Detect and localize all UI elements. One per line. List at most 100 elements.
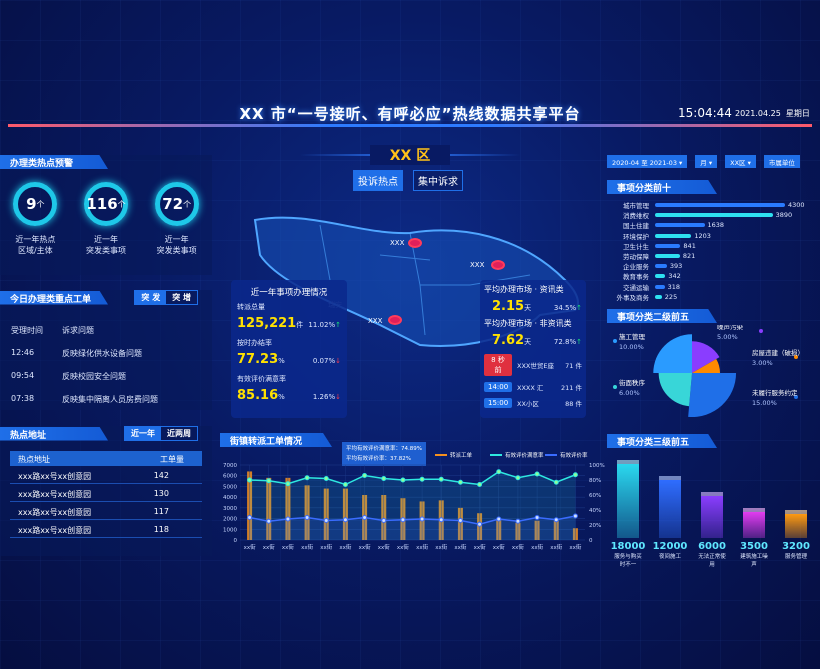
level2-panel: 事项分类二级前五 bbox=[607, 309, 817, 323]
hotspots-panel: 热点地址 近一年 近两周 热点地址 工单量 xxx路xx号xx创意园 142 xxx路x… bbox=[0, 426, 212, 556]
avg-label: 平均办理市场 · 非资讯类 bbox=[484, 319, 572, 328]
tab-complaint-hotspot[interactable]: 投诉热点 bbox=[353, 170, 403, 191]
rose-pct: 3.00% bbox=[752, 359, 773, 367]
summary-title: 近一年事项办理情况 bbox=[250, 288, 328, 298]
avg-label: 平均办理市场 · 资讯类 bbox=[484, 285, 564, 294]
avg-change: 34.5% bbox=[553, 304, 577, 312]
filter-value: 2020-04 至 2021-03 bbox=[612, 159, 677, 167]
series-area bbox=[249, 471, 576, 540]
arrow-up-icon: ↑ bbox=[576, 304, 582, 312]
progress-ring: 116 个 bbox=[83, 182, 128, 226]
summary-label: 转派总量 bbox=[237, 303, 265, 311]
level3-label: 无法正常使用 bbox=[698, 554, 726, 568]
x-tick: xx街 bbox=[397, 543, 410, 551]
orders-panel: 今日办理类重点工单 突 发突 增 受理时间 诉求问题 12:46 反映绿化供水设备问… bbox=[0, 290, 212, 410]
order-row[interactable]: 07:38 反映集中隔离人员房费问题 bbox=[11, 394, 212, 405]
toggle-two-weeks[interactable]: 近两周 bbox=[167, 429, 191, 438]
order-time: 09:54 bbox=[11, 371, 35, 380]
top10-row: 卫生计生 841 bbox=[607, 241, 817, 251]
hotspot-row[interactable]: xxx路xx号xx创意园 130 bbox=[10, 484, 202, 502]
order-row[interactable]: 12:46 反映绿化供水设备问题 bbox=[11, 348, 212, 359]
hotspot-row[interactable]: xxx路xx号xx创意园 142 bbox=[10, 466, 202, 484]
feed-count: 71 件 bbox=[565, 362, 582, 370]
x-tick: xx街 bbox=[474, 543, 487, 551]
alert-item: 9 个近一年热点 区域/主体 bbox=[0, 182, 70, 256]
top10-row: 教育事务 342 bbox=[607, 271, 817, 281]
arrow-up-icon: ↑ bbox=[576, 338, 582, 346]
top10-bar bbox=[655, 223, 705, 228]
alert-label-line: 近一年 bbox=[93, 235, 118, 244]
data-point bbox=[419, 476, 425, 482]
feed-item[interactable]: 8 秒前 XXX世贸E座 71 件 bbox=[484, 354, 582, 376]
top10-bar bbox=[655, 254, 680, 259]
toggle-sudden[interactable]: 突 发 bbox=[135, 291, 167, 304]
series-area bbox=[249, 516, 576, 540]
data-point bbox=[304, 475, 310, 481]
hotspot-address: xxx路xx号xx创意园 bbox=[18, 490, 92, 499]
map-marker[interactable]: XXX bbox=[368, 315, 402, 325]
tab-concentrated-demand[interactable]: 集中诉求 bbox=[413, 170, 463, 191]
top10-row: 企业服务 393 bbox=[607, 261, 817, 271]
filter-dropdown[interactable]: XX区 ▾ bbox=[725, 155, 756, 168]
toggle-surge[interactable]: 突 增 bbox=[172, 293, 191, 302]
alert-value: 72 bbox=[162, 195, 184, 213]
toggle-year[interactable]: 近一年 bbox=[125, 427, 161, 440]
avg-value: 2.15 bbox=[492, 299, 525, 314]
x-tick: xx街 bbox=[378, 543, 391, 551]
top10-bar bbox=[655, 284, 665, 289]
alert-unit: 个 bbox=[183, 199, 192, 209]
map-marker[interactable]: XXX bbox=[470, 260, 505, 270]
data-point bbox=[438, 476, 444, 482]
alert-value: 116 bbox=[86, 195, 118, 213]
header-line bbox=[8, 124, 812, 127]
top10-label: 交通运输 bbox=[623, 283, 649, 292]
hotspots-table-header: 热点地址 工单量 bbox=[10, 451, 202, 466]
data-point bbox=[515, 518, 521, 524]
top10-value: 821 bbox=[682, 252, 696, 261]
marker-label: XXX bbox=[390, 239, 405, 247]
hotspot-row[interactable]: xxx路xx号xx创意园 118 bbox=[10, 520, 202, 538]
y-left-tick: 1000 bbox=[223, 527, 237, 533]
map-marker[interactable]: XXX bbox=[390, 238, 422, 248]
rose-label: 噪声污染 bbox=[717, 325, 744, 331]
top10-label: 消费维权 bbox=[623, 212, 649, 221]
top10-bar bbox=[655, 233, 692, 238]
order-row[interactable]: 09:54 反映校园安全问题 bbox=[11, 371, 212, 382]
marker-label: XXX bbox=[368, 317, 383, 325]
hotspot-row[interactable]: xxx路xx号xx创意园 117 bbox=[10, 502, 202, 520]
alert-unit: 个 bbox=[36, 199, 45, 209]
level3-bar bbox=[743, 508, 765, 538]
data-point bbox=[304, 515, 310, 520]
feed-item[interactable]: 15:00 XX小区 88 件 bbox=[484, 398, 582, 408]
hotspot-address: xxx路xx号xx创意园 bbox=[18, 472, 92, 481]
filter-dropdown[interactable]: 2020-04 至 2021-03 ▾ bbox=[607, 155, 688, 168]
legend-label: 有效评价满意率 bbox=[505, 451, 544, 459]
data-point bbox=[400, 477, 406, 483]
feed-time: 14:00 bbox=[484, 382, 512, 392]
data-point bbox=[438, 517, 444, 523]
avg-item: 平均办理市场 · 非资讯类 7.62天 72.8%↑ bbox=[484, 318, 582, 348]
rose-label: 未履行服务约定 bbox=[752, 388, 798, 397]
district-name: XX 区 bbox=[370, 145, 450, 165]
data-point bbox=[496, 469, 502, 475]
clock: 15:04:44 bbox=[678, 106, 732, 120]
avg-item: 平均办理市场 · 资讯类 2.15天 34.5%↑ bbox=[484, 284, 582, 314]
top10-bar bbox=[655, 294, 662, 299]
data-point bbox=[247, 477, 253, 483]
y-right-tick: 60% bbox=[589, 493, 601, 499]
caret-down-icon: ▾ bbox=[708, 159, 713, 167]
tooltip-line: 平均有效评价率：37.82% bbox=[346, 456, 411, 462]
x-tick: xx街 bbox=[569, 543, 582, 551]
top10-row: 劳动保障 821 bbox=[607, 251, 817, 261]
filter-dropdown[interactable]: 市属单位 bbox=[763, 155, 800, 168]
summary-unit: % bbox=[278, 393, 285, 401]
rose-slice bbox=[692, 359, 720, 373]
filter-dropdown[interactable]: 月 ▾ bbox=[695, 155, 718, 168]
col-time: 受理时间 bbox=[11, 326, 43, 335]
level2-title: 事项分类二级前五 bbox=[607, 309, 717, 323]
feed-item[interactable]: 14:00 XXXX 汇 211 件 bbox=[484, 382, 582, 392]
data-point bbox=[342, 517, 348, 523]
rose-slice bbox=[692, 341, 720, 373]
alert-label-line: 突发类事项 bbox=[156, 246, 197, 255]
